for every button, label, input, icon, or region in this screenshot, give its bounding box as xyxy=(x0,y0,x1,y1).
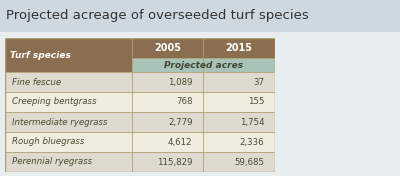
Text: 2015: 2015 xyxy=(226,43,253,53)
Text: 37: 37 xyxy=(253,77,264,86)
Text: 768: 768 xyxy=(176,98,193,106)
Text: 115,829: 115,829 xyxy=(157,158,193,166)
Text: Projected acreage of overseeded turf species: Projected acreage of overseeded turf spe… xyxy=(6,10,309,23)
Text: Rough bluegrass: Rough bluegrass xyxy=(12,137,84,146)
Text: 59,685: 59,685 xyxy=(234,158,264,166)
Text: Fine fescue: Fine fescue xyxy=(12,77,61,86)
Bar xyxy=(5,152,275,172)
Bar xyxy=(5,72,275,92)
Bar xyxy=(5,112,275,132)
Text: 1,089: 1,089 xyxy=(168,77,193,86)
Bar xyxy=(132,38,204,58)
Bar xyxy=(5,38,132,72)
Text: 2,779: 2,779 xyxy=(168,118,193,127)
Text: Creeping bentgrass: Creeping bentgrass xyxy=(12,98,96,106)
Text: Perennial ryegrass: Perennial ryegrass xyxy=(12,158,92,166)
Bar xyxy=(5,132,275,152)
Text: Turf species: Turf species xyxy=(10,51,71,59)
Text: Projected acres: Projected acres xyxy=(164,61,243,70)
Text: 4,612: 4,612 xyxy=(168,137,193,146)
Text: 155: 155 xyxy=(248,98,264,106)
Text: Intermediate ryegrass: Intermediate ryegrass xyxy=(12,118,107,127)
Text: 2005: 2005 xyxy=(154,43,181,53)
Text: 2,336: 2,336 xyxy=(240,137,264,146)
Bar xyxy=(5,92,275,112)
Bar xyxy=(132,58,275,72)
Text: 1,754: 1,754 xyxy=(240,118,264,127)
Bar xyxy=(204,38,275,58)
